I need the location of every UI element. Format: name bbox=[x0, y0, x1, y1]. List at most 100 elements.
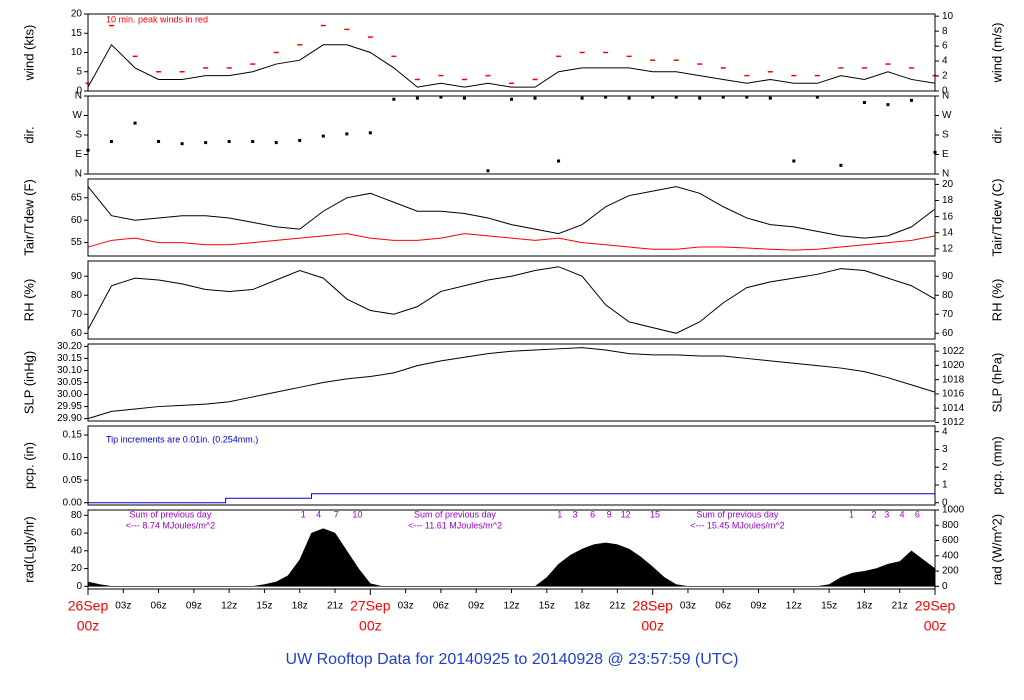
y2-tick-label: 70 bbox=[942, 309, 954, 320]
y-tick-label: 60 bbox=[71, 328, 83, 339]
peak-mark bbox=[720, 67, 726, 69]
direction-point bbox=[180, 142, 184, 146]
direction-point bbox=[392, 97, 396, 101]
y2-tick-label: N bbox=[942, 91, 949, 102]
daily-sum-title: Sum of previous day bbox=[696, 509, 779, 519]
y2-tick-label: 10 bbox=[942, 11, 954, 22]
peak-mark bbox=[814, 74, 820, 77]
peak-mark bbox=[320, 24, 326, 27]
hour-mark: 6 bbox=[915, 509, 920, 519]
x-tick-label: 06z bbox=[151, 601, 167, 612]
y2-tick-label: 0 bbox=[942, 86, 948, 97]
hour-mark: 1 bbox=[301, 509, 306, 519]
direction-point bbox=[557, 159, 561, 163]
peak-mark bbox=[556, 55, 562, 58]
panel-frame bbox=[87, 425, 936, 506]
y-axis-title: wind (kts) bbox=[21, 25, 36, 82]
peak-mark bbox=[650, 59, 656, 61]
y2-axis-title: rad (W/m^2) bbox=[989, 514, 1004, 585]
y2-tick-label: 16 bbox=[942, 211, 954, 222]
y-axis-title: RH (%) bbox=[21, 279, 36, 322]
direction-point bbox=[462, 96, 466, 100]
x-tick-label: 12z bbox=[503, 601, 519, 612]
y2-axis-title: wind (m/s) bbox=[989, 23, 1004, 84]
plot-area bbox=[86, 95, 937, 173]
y-tick-label: 0.10 bbox=[63, 452, 83, 463]
direction-point bbox=[345, 132, 349, 136]
y-tick-label: 30.00 bbox=[57, 389, 82, 400]
panel-frame bbox=[87, 13, 936, 92]
peak-mark bbox=[344, 28, 350, 31]
hour-mark: 2 bbox=[871, 509, 876, 519]
direction-point bbox=[157, 140, 161, 143]
series-line bbox=[87, 266, 936, 334]
y-axis-title: dir. bbox=[21, 126, 36, 143]
peak-mark bbox=[767, 71, 773, 73]
y-tick-label: S bbox=[75, 130, 82, 141]
y2-tick-label: 12 bbox=[942, 243, 954, 254]
direction-point bbox=[627, 96, 631, 100]
peak-mark bbox=[273, 51, 279, 54]
direction-point bbox=[415, 96, 419, 100]
y-axis-title: pcp. (in) bbox=[21, 442, 36, 489]
y2-tick-label: 8 bbox=[942, 26, 948, 37]
x-tick-label: 15z bbox=[821, 601, 837, 612]
direction-point bbox=[580, 96, 584, 100]
y-tick-label: 30.20 bbox=[57, 341, 82, 352]
hour-mark: 1 bbox=[557, 509, 562, 519]
y2-axis-title: RH (%) bbox=[989, 279, 1004, 322]
y-tick-label: 30.15 bbox=[57, 353, 82, 364]
direction-point bbox=[768, 96, 772, 100]
radiation-area bbox=[87, 528, 936, 587]
direction-point bbox=[110, 140, 114, 143]
y2-tick-label: 1020 bbox=[942, 360, 965, 371]
peak-mark bbox=[132, 55, 138, 58]
y2-axis-title: dir. bbox=[989, 126, 1004, 143]
peak-mark bbox=[579, 51, 585, 54]
series-line bbox=[87, 43, 936, 88]
daily-sum-title: Sum of previous day bbox=[414, 509, 497, 519]
daily-sum-title: Sum of previous day bbox=[129, 509, 212, 519]
day-hour-label: 00z bbox=[641, 618, 664, 634]
peak-mark bbox=[414, 78, 420, 81]
day-label: 29Sep bbox=[915, 598, 956, 614]
y-axis-title: rad(Lgly/hr) bbox=[21, 516, 36, 582]
peak-mark bbox=[297, 44, 303, 46]
peak-mark bbox=[509, 82, 514, 85]
y-tick-label: 5 bbox=[76, 66, 82, 77]
x-tick-label: 15z bbox=[256, 601, 272, 612]
y2-tick-label: 2 bbox=[942, 462, 948, 473]
series-line bbox=[87, 347, 936, 420]
series-line bbox=[87, 233, 936, 251]
y2-axis-title: Tair/Tdew (C) bbox=[989, 178, 1004, 256]
y2-tick-label: 2 bbox=[942, 71, 948, 82]
y2-tick-label: 90 bbox=[942, 271, 954, 282]
y2-tick-label: 600 bbox=[942, 535, 959, 546]
y-tick-label: E bbox=[75, 149, 82, 160]
panel-note: 10 min. peak winds in red bbox=[106, 14, 208, 24]
page-title: UW Rooftop Data for 20140925 to 20140928… bbox=[286, 651, 739, 668]
y-tick-label: 30.10 bbox=[57, 365, 82, 376]
hour-mark: 4 bbox=[900, 509, 905, 519]
hour-mark: 12 bbox=[621, 509, 631, 519]
y2-tick-label: 1014 bbox=[942, 403, 965, 414]
hour-mark: 9 bbox=[607, 509, 612, 519]
x-tick-label: 18z bbox=[574, 601, 590, 612]
hour-mark: 10 bbox=[352, 509, 362, 519]
peak-mark bbox=[179, 71, 185, 73]
plot-area bbox=[87, 266, 936, 334]
panel-frame bbox=[87, 95, 936, 175]
y2-tick-label: 800 bbox=[942, 520, 959, 531]
direction-point bbox=[204, 141, 208, 145]
direction-point bbox=[133, 121, 137, 125]
day-hour-label: 00z bbox=[359, 618, 382, 634]
day-hour-label: 00z bbox=[924, 618, 947, 634]
y-tick-label: 0 bbox=[76, 86, 82, 97]
daily-sum-value: <--- 11.61 MJoules/m^2 bbox=[408, 520, 502, 530]
hour-mark: 7 bbox=[334, 509, 339, 519]
y2-tick-label: 1000 bbox=[942, 505, 965, 516]
peak-mark bbox=[697, 63, 703, 65]
y2-tick-label: S bbox=[942, 130, 949, 141]
direction-point bbox=[792, 159, 796, 163]
x-tick-label: 12z bbox=[221, 601, 237, 612]
